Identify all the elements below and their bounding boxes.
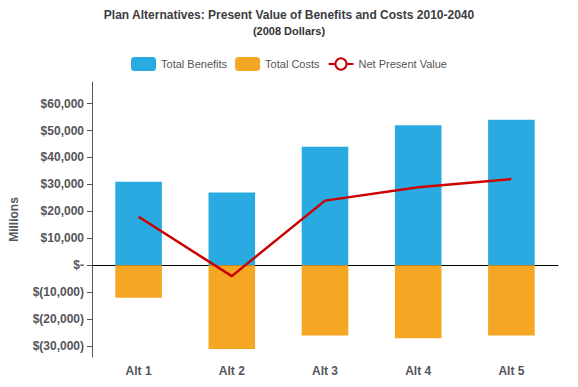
svg-text:Plan Alternatives: Present Val: Plan Alternatives: Present Value of Bene… [104,8,475,22]
svg-text:Alt 5: Alt 5 [498,364,524,378]
svg-text:(2008 Dollars): (2008 Dollars) [253,25,325,37]
svg-text:$(20,000): $(20,000) [33,312,84,326]
svg-text:Alt 4: Alt 4 [405,364,431,378]
svg-text:$20,000: $20,000 [41,204,85,218]
svg-text:Total Costs: Total Costs [265,58,320,70]
svg-text:$(10,000): $(10,000) [33,285,84,299]
svg-text:$(30,000): $(30,000) [33,339,84,353]
svg-text:Alt 3: Alt 3 [312,364,338,378]
svg-text:$30,000: $30,000 [41,177,85,191]
svg-text:Alt 2: Alt 2 [219,364,245,378]
svg-text:Total Benefits: Total Benefits [161,58,228,70]
svg-text:$60,000: $60,000 [41,97,85,111]
svg-text:$10,000: $10,000 [41,231,85,245]
svg-text:Alt 1: Alt 1 [126,364,152,378]
svg-text:Millions: Millions [7,197,21,242]
svg-text:$40,000: $40,000 [41,150,85,164]
svg-text:$-: $- [73,258,84,272]
svg-text:Net Present Value: Net Present Value [358,58,446,70]
svg-text:$50,000: $50,000 [41,124,85,138]
